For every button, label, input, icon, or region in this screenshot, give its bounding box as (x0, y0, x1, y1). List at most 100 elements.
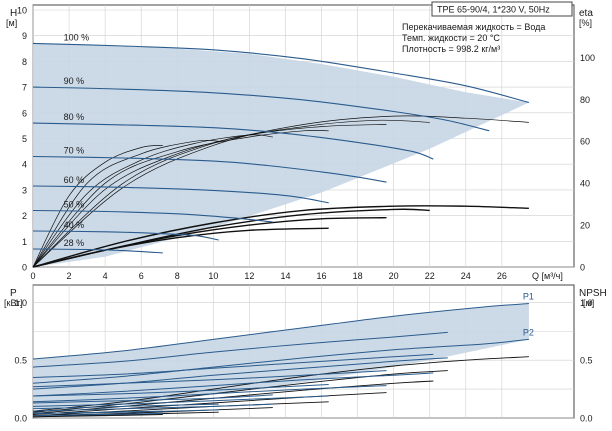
eta-curve (32, 227, 329, 268)
p-axis-label: P (10, 288, 17, 299)
npsh-tick-label: 0.5 (580, 356, 593, 366)
power-curve (32, 384, 329, 397)
power-curve (32, 353, 434, 378)
q-axis-label: Q [м³/ч] (532, 271, 563, 281)
q-tick-label: 0 (30, 271, 35, 281)
h-tick-label: 9 (22, 31, 27, 41)
eta-tick-label: 100 (580, 53, 595, 63)
power-curve (32, 331, 448, 368)
q-tick-label: 2 (67, 271, 72, 281)
h-tick-label: 0 (22, 263, 27, 273)
power-curve (32, 412, 163, 417)
q-tick-label: 12 (244, 271, 254, 281)
q-tick-label: 14 (280, 271, 290, 281)
h-speed-curve (32, 155, 387, 183)
power-curve-label: P1 (523, 292, 534, 302)
curve-labels: 100 % 90 % 80 % 70 % 60 % 50 % 40 % 28 % P1 P2 (64, 32, 534, 337)
q-tick-label: 24 (461, 271, 471, 281)
h-speed-curve (32, 122, 434, 160)
npsh-axis-label: NPSH (579, 288, 607, 299)
eta-axis-unit: [%] (579, 18, 592, 28)
h-axis-unit: [м] (6, 18, 17, 28)
h-tick-label: 6 (22, 108, 27, 118)
top-envelope-area (33, 43, 529, 268)
top-curves (32, 42, 530, 268)
eta-tick-label: 20 (580, 221, 590, 231)
eta-curve (32, 115, 529, 268)
npsh-tick-label: 0.0 (580, 414, 593, 424)
p-tick-label: 1.0 (14, 298, 27, 308)
p-tick-label: 0.0 (14, 414, 27, 424)
speed-curve-label: 80 % (64, 112, 85, 122)
eta-tick-label: 40 (580, 179, 590, 189)
power-curve (32, 403, 273, 412)
q-tick-label: 18 (353, 271, 363, 281)
power-curve (32, 372, 434, 397)
speed-curve-label: 40 % (64, 220, 85, 230)
q-tick-label: 10 (208, 271, 218, 281)
power-curve (32, 403, 219, 410)
h-tick-label: 8 (22, 57, 27, 67)
q-tick-label: 26 (497, 271, 507, 281)
bottom-axes: 0.0 0.5 1.0 0.0 0.5 1.0 (14, 298, 592, 424)
speed-curve-label: 50 % (64, 199, 85, 209)
h-tick-label: 4 (22, 160, 27, 170)
info-temperature: Темп. жидкости = 20 °C (402, 33, 500, 43)
npsh-axis-unit: [м] (583, 298, 594, 308)
npsh-curve (32, 370, 448, 413)
h-speed-curve (32, 209, 273, 223)
power-curve (32, 370, 387, 388)
title-box-text: TPE 65-90/4, 1*230 V, 50Hz (437, 5, 550, 15)
q-tick-label: 16 (317, 271, 327, 281)
npsh-curve (32, 414, 163, 418)
q-tick-label: 6 (139, 271, 144, 281)
npsh-curve (32, 401, 329, 417)
npsh-tick-label: 1.0 (580, 298, 593, 308)
h-speed-curve (32, 86, 490, 132)
p-axis-unit: [кВт] (4, 298, 23, 308)
h-tick-label: 10 (17, 6, 27, 16)
h-tick-label: 1 (22, 237, 27, 247)
power-curve (32, 338, 529, 384)
h-tick-label: 7 (22, 83, 27, 93)
power-curve-label: P2 (523, 327, 534, 337)
info-fluid: Перекачиваемая жидкость = Вода (402, 22, 545, 32)
q-tick-label: 8 (175, 271, 180, 281)
q-tick-label: 22 (425, 271, 435, 281)
h-tick-label: 2 (22, 211, 27, 221)
power-curve (32, 385, 387, 403)
h-tick-label: 3 (22, 185, 27, 195)
title-box (431, 1, 573, 17)
eta-tick-label: 0 (580, 263, 585, 273)
bottom-curves (32, 303, 529, 418)
h-speed-curve (32, 185, 329, 204)
npsh-curve (32, 356, 529, 412)
eta-axis-label: eta (579, 8, 593, 19)
npsh-curve (32, 392, 387, 415)
h-speed-curve (32, 42, 530, 104)
eta-curve (32, 145, 163, 268)
h-speed-curve (32, 248, 163, 254)
p-tick-label: 0.5 (14, 356, 27, 366)
eta-tick-label: 60 (580, 137, 590, 147)
q-tick-label: 4 (103, 271, 108, 281)
speed-curve-label: 28 % (64, 238, 85, 248)
h-speed-curve (32, 230, 219, 241)
power-curve (32, 395, 329, 407)
speed-curve-label: 90 % (64, 76, 85, 86)
speed-curve-label: 100 % (64, 32, 90, 42)
power-curve (32, 394, 273, 404)
info-density: Плотность = 998.2 кг/м³ (402, 44, 500, 54)
h-axis-label: H (10, 8, 17, 19)
eta-curve (32, 134, 273, 268)
eta-curve (32, 205, 529, 268)
power-curve (32, 303, 529, 360)
speed-curve-label: 70 % (64, 145, 85, 155)
h-tick-label: 5 (22, 134, 27, 144)
eta-curve (32, 129, 329, 268)
h-envelope (33, 43, 529, 268)
q-tick-label: 20 (389, 271, 399, 281)
